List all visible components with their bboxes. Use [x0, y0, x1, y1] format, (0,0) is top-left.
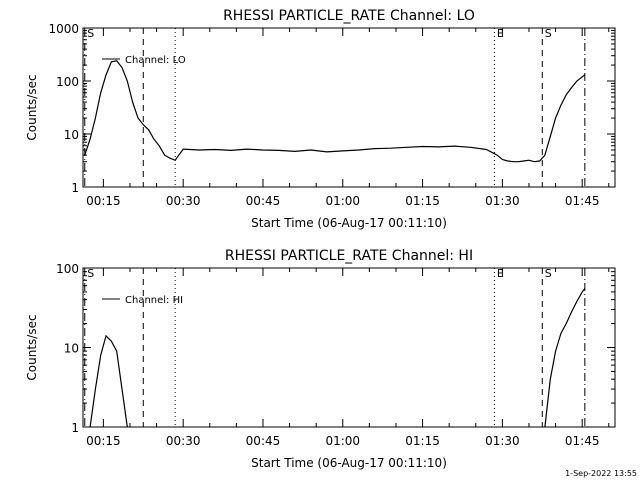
chart1-series-line-0 [89, 334, 128, 428]
chart0-plot-frame [82, 27, 616, 188]
chart0-legend-label: Channel: LO [125, 55, 186, 66]
chart0-x-tick-label: 01:15 [405, 194, 440, 208]
chart1-y-axis-label: Counts/sec [25, 314, 39, 380]
timestamp: 1-Sep-2022 13:55 [565, 469, 637, 478]
chart0-marker-label: S [87, 27, 94, 40]
chart0-marker-label: E [497, 27, 504, 40]
chart0-y-tick-label: 100 [56, 75, 79, 89]
chart1-x-axis-label: Start Time (06-Aug-17 00:11:10) [251, 456, 447, 470]
chart1-marker-label: S [545, 267, 552, 280]
chart0-marker-label: S [545, 27, 552, 40]
chart1-y-tick-label: 10 [64, 342, 79, 356]
chart1-x-tick-label: 00:15 [86, 434, 121, 448]
chart0-x-tick-label: 00:30 [166, 194, 201, 208]
chart1-y-tick-label: 1 [71, 421, 79, 435]
chart1-marker-label: E [497, 267, 504, 280]
chart1-x-tick-label: 01:15 [405, 434, 440, 448]
chart-panel-lo: RHESSI PARTICLE_RATE Channel: LO Start Ti… [25, 8, 616, 230]
chart1-series-line-1 [544, 288, 586, 428]
chart1-x-tick-label: 01:45 [565, 434, 600, 448]
chart0-x-tick-label: 01:00 [325, 194, 360, 208]
chart0-y-tick-label: 1000 [48, 22, 79, 36]
chart0-x-tick-label: 00:45 [246, 194, 281, 208]
chart1-x-tick-label: 00:30 [166, 434, 201, 448]
chart-panel-hi: RHESSI PARTICLE_RATE Channel: HI Start Ti… [25, 248, 616, 470]
chart1-marker-label: S [87, 267, 94, 280]
chart1-title: RHESSI PARTICLE_RATE Channel: HI [225, 248, 473, 264]
chart1-legend-label: Channel: HI [125, 295, 183, 306]
chart0-x-axis-label: Start Time (06-Aug-17 00:11:10) [251, 216, 447, 230]
chart1-y-tick-label: 100 [56, 262, 79, 276]
chart0-x-tick-label: 01:45 [565, 194, 600, 208]
chart1-x-tick-label: 00:45 [246, 434, 281, 448]
chart1-plot-frame [82, 267, 616, 428]
chart1-x-tick-label: 01:00 [325, 434, 360, 448]
chart0-y-tick-label: 1 [71, 181, 79, 195]
chart1-x-tick-label: 01:30 [485, 434, 520, 448]
chart0-y-tick-label: 10 [64, 128, 79, 142]
chart0-x-tick-label: 00:15 [86, 194, 121, 208]
chart0-x-tick-label: 01:30 [485, 194, 520, 208]
chart0-series-line-0 [84, 60, 586, 163]
chart0-y-axis-label: Counts/sec [25, 74, 39, 140]
chart0-title: RHESSI PARTICLE_RATE Channel: LO [223, 8, 475, 24]
